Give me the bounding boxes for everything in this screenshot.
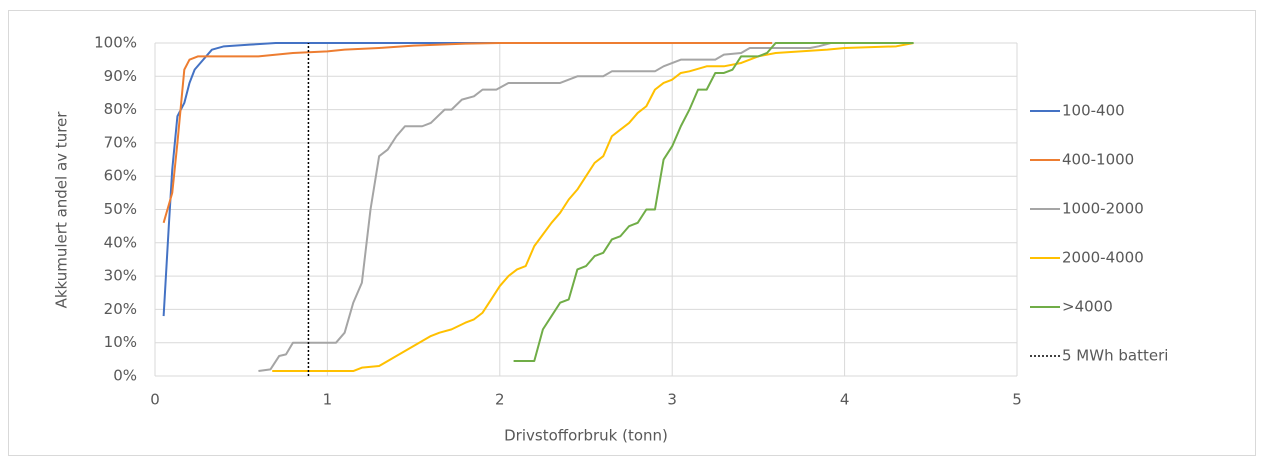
legend-label: 1000-2000 — [1062, 200, 1144, 218]
y-tick-label: 60% — [104, 167, 137, 185]
x-tick-label: 1 — [323, 391, 333, 409]
y-tick-label: 20% — [104, 300, 137, 318]
y-tick-label: 100% — [94, 34, 137, 52]
y-axis-title: Akkumulert andel av turer — [53, 111, 71, 309]
x-axis-title: Drivstofforbruk (tonn) — [504, 427, 668, 445]
legend-label: 2000-4000 — [1062, 249, 1144, 267]
series-line — [162, 42, 773, 224]
y-tick-label: 0% — [113, 367, 137, 385]
series-line — [272, 42, 914, 373]
series-line — [162, 42, 500, 317]
x-tick-label: 3 — [667, 391, 677, 409]
series-line — [258, 42, 914, 372]
legend-label: 100-400 — [1062, 102, 1125, 120]
series-line — [513, 42, 914, 363]
legend-label: >4000 — [1062, 298, 1113, 316]
x-tick-label: 0 — [150, 391, 160, 409]
y-tick-label: 70% — [104, 133, 137, 151]
x-tick-label: 5 — [1012, 391, 1022, 409]
x-tick-label: 4 — [840, 391, 850, 409]
y-tick-label: 80% — [104, 100, 137, 118]
legend-label: 5 MWh batteri — [1062, 347, 1168, 365]
y-tick-label: 10% — [104, 333, 137, 351]
legend-label: 400-1000 — [1062, 151, 1134, 169]
y-tick-label: 90% — [104, 67, 137, 85]
chart-frame — [8, 10, 1256, 456]
x-tick-label: 2 — [495, 391, 505, 409]
y-tick-label: 40% — [104, 233, 137, 251]
y-tick-label: 50% — [104, 200, 137, 218]
y-tick-label: 30% — [104, 267, 137, 285]
